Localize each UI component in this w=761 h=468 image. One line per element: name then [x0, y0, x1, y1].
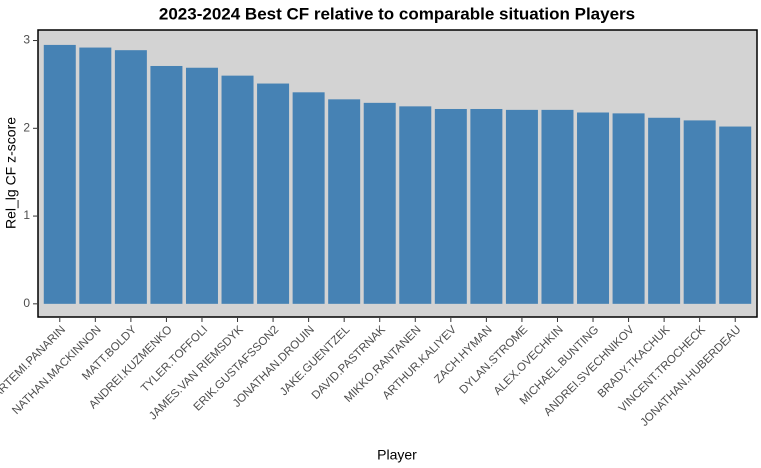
bar — [221, 75, 254, 304]
y-tick-label: 2 — [23, 120, 30, 134]
bar — [577, 112, 610, 304]
bar — [719, 126, 752, 304]
x-tick-label: DYLAN.STROME — [458, 324, 531, 397]
y-tick-label: 3 — [23, 33, 30, 47]
bar — [328, 99, 361, 304]
x-tick-label: TYLER.TOFFOLI — [139, 324, 210, 395]
y-tick-label: 1 — [23, 208, 30, 222]
y-tick-label: 0 — [23, 296, 30, 310]
bar — [114, 50, 147, 304]
y-axis-label: Rel_lg CF z-score — [3, 117, 19, 229]
bar — [292, 92, 325, 304]
bar — [79, 47, 112, 304]
chart-title: 2023-2024 Best CF relative to comparable… — [159, 4, 635, 23]
bar — [43, 44, 76, 304]
bar — [363, 102, 396, 304]
bar — [612, 113, 645, 304]
bar — [505, 109, 538, 304]
bar — [541, 109, 574, 304]
bar — [257, 83, 290, 304]
bar — [470, 108, 503, 304]
bar — [150, 65, 183, 304]
bar — [185, 67, 218, 304]
bar — [434, 108, 467, 304]
bar — [399, 106, 432, 304]
bar — [648, 117, 681, 304]
bar — [683, 120, 716, 304]
x-axis-label: Player — [377, 447, 417, 463]
